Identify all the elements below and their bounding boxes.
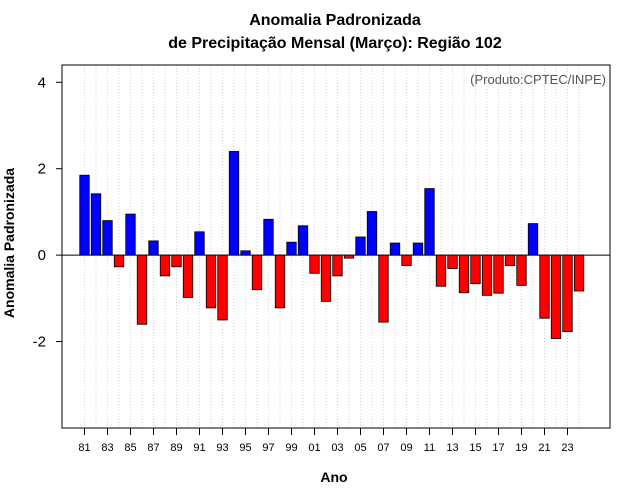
x-tick-label: 99: [285, 442, 297, 454]
x-tick-label: 19: [515, 442, 527, 454]
x-tick-label: 95: [239, 442, 251, 454]
bar-81: [79, 174, 90, 256]
bar-02: [320, 254, 332, 302]
plot-frame: [61, 64, 611, 429]
bar-01: [309, 254, 320, 274]
x-tick-label: 01: [308, 442, 320, 454]
bar-19: [516, 254, 527, 286]
bar-24: [573, 254, 585, 292]
x-tick-label: 89: [170, 442, 182, 454]
bar-84: [113, 254, 125, 268]
x-tick-label: 85: [124, 442, 136, 454]
bar-96: [251, 254, 263, 291]
bar-18: [504, 254, 516, 266]
y-tick-label: 0: [38, 247, 46, 264]
bar-13: [447, 254, 458, 269]
bar-89: [171, 254, 182, 268]
source-annotation: (Produto:CPTEC/INPE): [470, 72, 606, 87]
x-tick-label: 23: [561, 442, 573, 454]
bar-16: [481, 254, 493, 296]
bar-83: [102, 220, 113, 256]
bar-08: [389, 242, 401, 256]
bar-95: [240, 250, 251, 256]
bar-97: [263, 218, 274, 256]
chart-title-line2: de Precipitação Mensal (Março): Região 1…: [168, 35, 502, 52]
bar-99: [286, 241, 297, 256]
y-tick-label: 4: [38, 74, 46, 91]
x-tick-label: 93: [216, 442, 228, 454]
x-tick-label: 97: [262, 442, 274, 454]
bars: [79, 151, 585, 339]
x-tick-label: 03: [331, 442, 343, 454]
bar-22: [550, 254, 562, 339]
x-tick-label: 91: [193, 442, 205, 454]
bar-10: [412, 242, 424, 256]
x-tick-label: 15: [469, 442, 481, 454]
bar-90: [182, 254, 194, 298]
bar-11: [424, 188, 435, 256]
bar-23: [562, 254, 573, 333]
bar-94: [228, 151, 240, 256]
bar-82: [90, 193, 102, 256]
x-tick-label: 87: [147, 442, 159, 454]
x-axis-title: Ano: [320, 469, 347, 485]
y-axis: -2 0 2 4: [33, 74, 62, 351]
x-axis: 81 83 85 87 89 91 93 95 97 99 01 03 05 07 09 11 13 15 17 19…: [78, 428, 574, 454]
bar-15: [470, 254, 481, 285]
bar-03: [332, 254, 343, 277]
bar-14: [458, 254, 470, 294]
y-tick-label: 2: [38, 161, 46, 178]
y-axis-title: Anomalia Padronizada: [1, 168, 17, 318]
bar-93: [217, 254, 228, 321]
bar-17: [493, 254, 504, 294]
x-tick-label: 83: [101, 442, 113, 454]
x-tick-label: 11: [424, 442, 435, 454]
bar-09: [401, 254, 412, 266]
x-tick-label: 05: [354, 442, 366, 454]
grid-lines: [84, 65, 580, 428]
x-tick-label: 09: [400, 442, 412, 454]
x-tick-label: 21: [538, 442, 550, 454]
x-tick-label: 07: [377, 442, 389, 454]
bar-00: [297, 225, 309, 256]
bar-12: [435, 254, 447, 287]
bar-07: [378, 254, 389, 323]
bar-98: [274, 254, 286, 309]
bar-86: [136, 254, 148, 325]
bar-21: [539, 254, 550, 319]
x-tick-label: 13: [446, 442, 458, 454]
bar-20: [527, 223, 539, 256]
x-tick-label: 17: [492, 442, 504, 454]
bar-87: [148, 240, 159, 256]
bar-06: [366, 211, 378, 256]
bar-92: [205, 254, 217, 309]
bar-91: [194, 231, 205, 256]
bar-85: [125, 213, 136, 256]
chart-title-line1: Anomalia Padronizada: [249, 12, 421, 29]
y-tick-label: -2: [33, 334, 46, 351]
x-tick-label: 81: [78, 442, 90, 454]
bar-04: [343, 254, 355, 259]
bar-88: [159, 254, 171, 277]
bar-05: [355, 236, 366, 256]
